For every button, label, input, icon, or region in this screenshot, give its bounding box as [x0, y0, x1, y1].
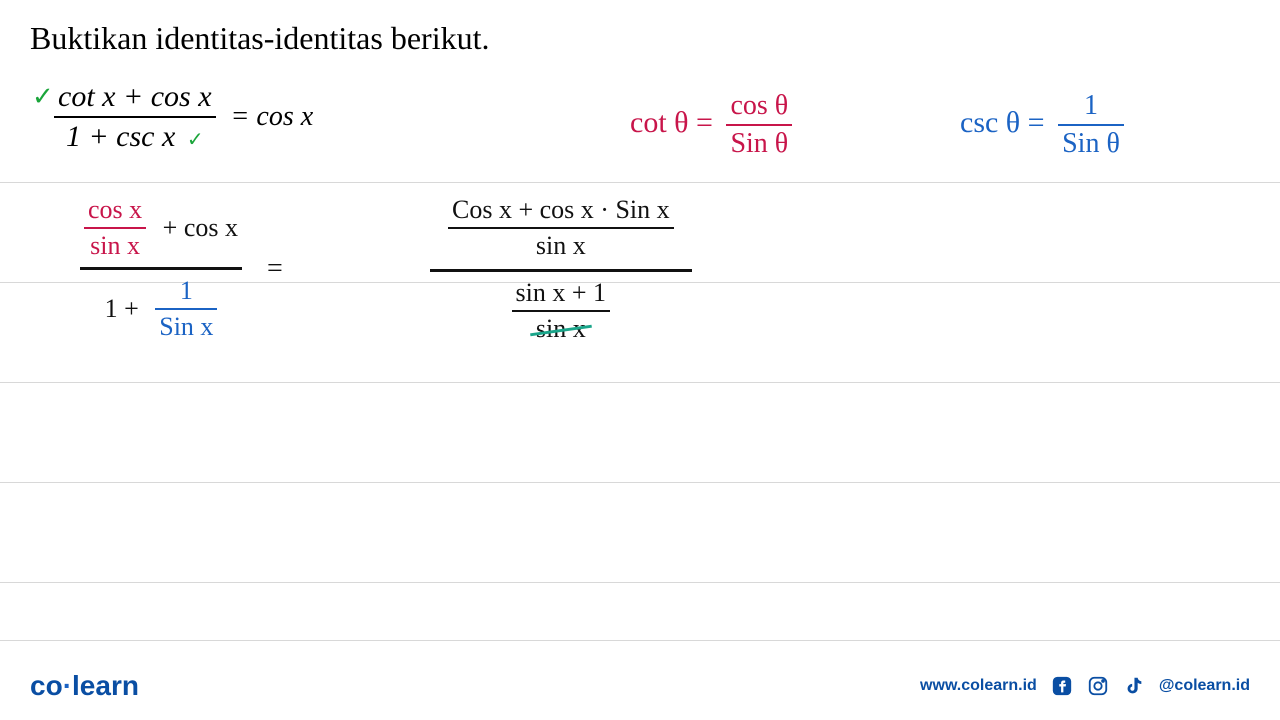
equals: = — [267, 253, 283, 284]
printed-eq-rhs: = cos x — [231, 101, 314, 132]
cot-lhs: cot θ = — [630, 106, 713, 139]
page-title: Buktikan identitas-identitas berikut. — [30, 20, 489, 57]
footer-url: www.colearn.id — [920, 677, 1037, 695]
tiktok-icon — [1123, 675, 1145, 697]
work-right-top-num: Cos x + cos x · Sin x — [448, 195, 674, 229]
footer-right: www.colearn.id @colearn.id — [920, 675, 1250, 697]
csc-num: 1 — [1058, 90, 1124, 126]
printed-eq-denominator: 1 + csc x ✓ — [54, 118, 216, 154]
cot-den: Sin θ — [726, 126, 792, 160]
work-left-sin: sin x — [84, 229, 146, 261]
csc-den: Sin θ — [1058, 126, 1124, 160]
cot-num: cos θ — [726, 90, 792, 126]
work-left-1: 1 — [155, 276, 217, 310]
instagram-icon — [1087, 675, 1109, 697]
csc-identity: csc θ = 1 Sin θ — [960, 90, 1124, 160]
work-left-cos: cos x — [84, 195, 146, 229]
work-left: cos x sin x + cos x 1 + 1 Sin x = — [80, 195, 301, 342]
work-left-sinx: Sin x — [155, 310, 217, 342]
logo: co·learn — [30, 670, 139, 702]
work-right: Cos x + cos x · Sin x sin x sin x + 1 si… — [430, 195, 692, 344]
work-left-plus-cos: + cos x — [163, 213, 238, 242]
csc-lhs: csc θ = — [960, 106, 1045, 139]
check-icon: ✓ — [187, 129, 204, 151]
cot-identity: cot θ = cos θ Sin θ — [630, 90, 792, 160]
footer-handle: @colearn.id — [1159, 677, 1250, 695]
work-right-top-den: sin x — [448, 229, 674, 261]
printed-eq-numerator: cot x + cos x — [54, 80, 216, 118]
work-right-bot-den: sin x — [512, 312, 611, 344]
work-right-bot-num: sin x + 1 — [512, 278, 611, 312]
facebook-icon — [1051, 675, 1073, 697]
work-left-one-plus: 1 + — [105, 294, 139, 323]
footer: co·learn www.colearn.id @colearn.id — [30, 670, 1250, 702]
printed-equation: ✓ cot x + cos x 1 + csc x ✓ = cos x — [54, 80, 313, 154]
check-icon: ✓ — [32, 82, 54, 112]
